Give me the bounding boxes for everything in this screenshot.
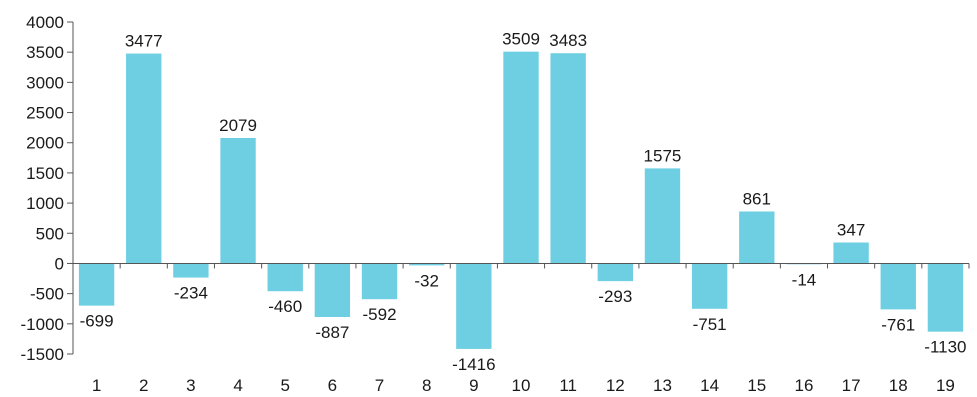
bar	[597, 263, 633, 282]
bar	[927, 263, 964, 332]
data-label: -460	[268, 297, 302, 316]
x-tick-label: 12	[606, 376, 625, 395]
y-tick-label: 3500	[26, 43, 64, 62]
y-tick-label: 4000	[26, 13, 64, 32]
x-tick-label: 19	[936, 376, 955, 395]
x-tick-label: 14	[700, 376, 719, 395]
y-tick-label: 0	[55, 254, 64, 273]
data-label: 1575	[644, 146, 682, 165]
data-label: -887	[315, 323, 349, 342]
bars	[78, 51, 964, 349]
data-label: 347	[837, 221, 865, 240]
data-label: -293	[598, 287, 632, 306]
y-axis: 4000 3500 3000 2500 2000 1500 1000 500 0 -500 -100…	[21, 13, 74, 364]
x-tick-label: 7	[375, 376, 384, 395]
y-tick-label: 3000	[26, 73, 64, 92]
bar	[550, 53, 586, 264]
bar	[503, 51, 539, 264]
data-label: 2079	[219, 116, 257, 135]
data-label: -1130	[924, 338, 966, 357]
data-label: 3477	[125, 32, 163, 51]
x-tick-label: 1	[92, 376, 101, 395]
x-tick-label: 8	[422, 376, 431, 395]
bar	[833, 242, 869, 264]
x-tick-label: 15	[747, 376, 766, 395]
bar	[456, 263, 492, 349]
y-tick-label: -500	[30, 285, 64, 304]
data-label: -14	[792, 270, 817, 289]
x-tick-label: 18	[889, 376, 908, 395]
x-tick-label: 17	[842, 376, 861, 395]
data-label: 3509	[502, 30, 540, 49]
data-label: -761	[881, 315, 915, 334]
data-labels: -699 3477 -234 2079 -460 -887 -592 -32 -1416 3509…	[80, 30, 967, 374]
bar	[739, 211, 775, 264]
bar	[78, 263, 115, 306]
bar	[691, 263, 728, 309]
bar	[644, 168, 681, 264]
x-tick-label: 16	[794, 376, 813, 395]
data-label: -234	[174, 284, 208, 303]
y-tick-label: 500	[36, 224, 64, 243]
data-label: 861	[743, 189, 771, 208]
x-tick-label: 4	[233, 376, 242, 395]
data-label: -1416	[452, 355, 495, 374]
x-tick-label: 2	[139, 376, 148, 395]
data-label: 3483	[549, 31, 587, 50]
x-tick-label: 10	[512, 376, 531, 395]
bar	[880, 263, 916, 310]
y-tick-label: 2500	[26, 104, 64, 123]
bar	[173, 263, 209, 278]
bar	[314, 263, 351, 317]
bar	[220, 137, 256, 264]
bar	[267, 263, 303, 292]
x-tick-label: 5	[280, 376, 289, 395]
x-tick-label: 3	[186, 376, 195, 395]
data-label: -592	[363, 305, 397, 324]
bar	[361, 263, 398, 300]
y-tick-label: 1500	[26, 164, 64, 183]
data-label: -32	[414, 271, 439, 290]
data-label: -699	[80, 312, 114, 331]
y-tick-label: 1000	[26, 194, 64, 213]
y-tick-label: -1500	[21, 345, 64, 364]
x-tick-label: 13	[653, 376, 672, 395]
x-tick-label: 11	[559, 376, 577, 395]
x-axis: 1 2 3 4 5 6 7 8 9 10 11 12 13 14 15 16 17 18 19	[72, 262, 970, 395]
y-tick-label: 2000	[26, 134, 64, 153]
data-label: -751	[693, 315, 727, 334]
bar	[409, 263, 445, 266]
y-tick-label: -1000	[21, 315, 64, 334]
x-tick-label: 9	[469, 376, 478, 395]
x-tick-label: 6	[328, 376, 337, 395]
bar	[126, 53, 162, 264]
